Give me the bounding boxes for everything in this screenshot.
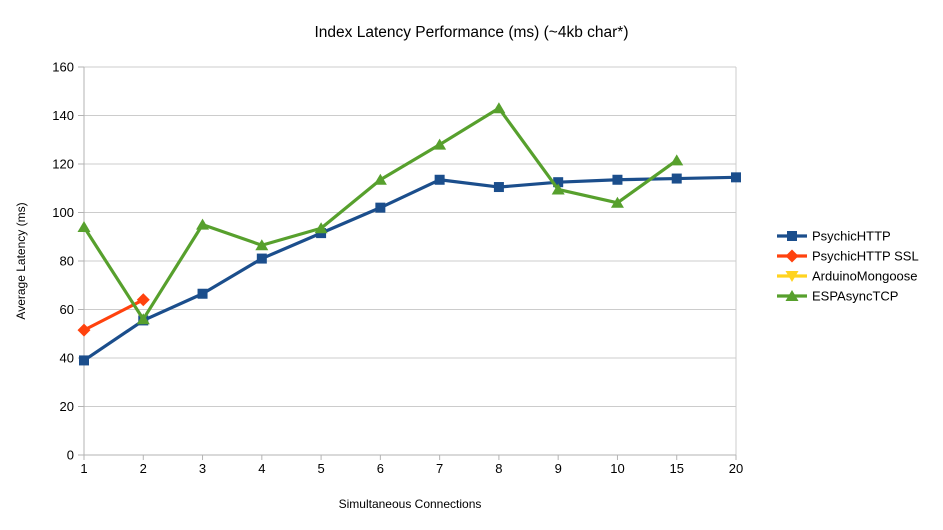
legend-swatch-marker	[785, 249, 799, 263]
series-marker-psychichttp-ssl	[77, 323, 91, 337]
x-tick-label: 5	[317, 461, 324, 476]
series-line-psychichttp	[83, 175, 737, 362]
series-marker-psychichttp	[434, 174, 445, 185]
y-tick-label: 40	[60, 351, 74, 366]
series-marker-psychichttp	[731, 172, 741, 183]
y-tick-label: 80	[60, 254, 74, 269]
x-tick-label: 6	[377, 461, 384, 476]
y-axis-title: Average Latency (ms)	[14, 202, 28, 320]
y-tick-label: 160	[52, 60, 74, 75]
series-line-espasynctcp	[82, 106, 678, 321]
y-tick-label: 100	[52, 205, 74, 220]
series-marker-espasynctcp	[492, 102, 506, 114]
legend-label: PsychicHTTP SSL	[812, 249, 919, 264]
series-marker-espasynctcp	[77, 221, 91, 233]
series-marker-psychichttp	[493, 182, 504, 193]
y-tick-label: 120	[52, 157, 74, 172]
series-marker-espasynctcp	[373, 173, 387, 185]
series-marker-espasynctcp	[196, 218, 210, 230]
legend-label: ArduinoMongoose	[812, 269, 918, 284]
series-marker-psychichttp	[197, 288, 208, 299]
x-tick-label: 1	[80, 461, 87, 476]
x-axis-title: Simultaneous Connections	[338, 497, 482, 511]
series-marker-espasynctcp	[551, 183, 565, 195]
series-marker-psychichttp	[256, 253, 267, 264]
x-tick-label: 9	[555, 461, 562, 476]
series-marker-espasynctcp	[670, 154, 684, 166]
y-tick-label: 60	[60, 302, 74, 317]
series-marker-espasynctcp	[610, 196, 624, 208]
y-tick-label: 0	[67, 448, 74, 463]
y-tick-label: 140	[52, 108, 74, 123]
series-marker-psychichttp-ssl	[136, 293, 150, 307]
x-tick-label: 7	[436, 461, 443, 476]
series-marker-espasynctcp	[314, 222, 328, 234]
legend-swatch-marker	[785, 271, 799, 282]
series-marker-espasynctcp	[433, 138, 447, 150]
legend-label: ESPAsyncTCP	[812, 289, 898, 304]
x-tick-label: 15	[669, 461, 683, 476]
x-tick-label: 3	[199, 461, 206, 476]
legend-swatch-marker	[785, 290, 799, 301]
y-tick-label: 20	[60, 399, 74, 414]
series-marker-psychichttp	[612, 174, 623, 185]
x-tick-label: 20	[729, 461, 743, 476]
chart-title: Index Latency Performance (ms) (~4kb cha…	[314, 24, 629, 41]
series-marker-psychichttp	[671, 173, 682, 184]
x-tick-label: 2	[140, 461, 147, 476]
series-marker-espasynctcp	[136, 313, 150, 325]
legend-swatch-marker	[787, 231, 797, 241]
series-marker-psychichttp	[79, 355, 89, 366]
series-marker-espasynctcp	[255, 239, 269, 251]
series-marker-psychichttp	[375, 202, 386, 213]
x-tick-label: 8	[495, 461, 502, 476]
legend-label: PsychicHTTP	[812, 229, 891, 244]
x-tick-label: 4	[258, 461, 265, 476]
x-tick-label: 10	[610, 461, 624, 476]
series-marker-psychichttp	[553, 177, 564, 188]
